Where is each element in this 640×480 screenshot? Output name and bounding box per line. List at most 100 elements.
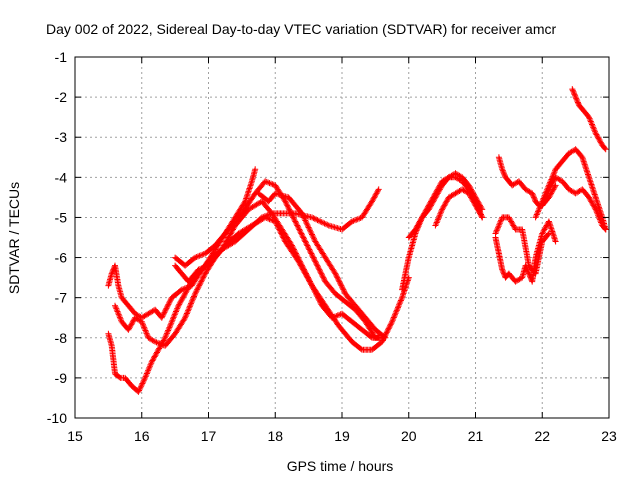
data-point (292, 250, 299, 257)
data-point (171, 311, 178, 318)
data-point (434, 216, 441, 223)
data-point (290, 246, 297, 253)
data-point (311, 288, 318, 294)
data-point (288, 242, 295, 249)
data-point (296, 226, 303, 233)
data-point (160, 310, 167, 317)
data-point (322, 221, 329, 228)
data-point (315, 265, 322, 272)
data-point (397, 298, 404, 305)
data-point (161, 336, 168, 343)
data-point (140, 379, 147, 386)
series-s15 (539, 174, 609, 233)
y-tick-label: -6 (55, 250, 68, 266)
data-point (423, 206, 430, 213)
data-point (296, 258, 303, 265)
y-tick-label: -2 (55, 89, 68, 105)
data-point (162, 308, 169, 314)
data-point (587, 117, 594, 124)
data-point (529, 190, 536, 197)
data-point (337, 281, 344, 288)
data-point (303, 218, 309, 225)
data-point (311, 235, 317, 242)
data-point (392, 310, 399, 317)
data-point (311, 215, 318, 222)
series-s9 (432, 186, 486, 229)
data-point (164, 304, 171, 310)
data-point (436, 213, 443, 220)
data-point (318, 219, 325, 226)
data-point (290, 214, 297, 221)
data-point (433, 219, 440, 226)
data-point (298, 231, 305, 238)
data-point (316, 266, 323, 273)
data-point (137, 384, 144, 391)
data-point (145, 366, 152, 373)
data-point (196, 266, 203, 272)
data-point (288, 210, 295, 217)
data-point (309, 232, 316, 239)
data-point (305, 274, 311, 281)
data-point (161, 309, 168, 316)
data-point (183, 310, 190, 317)
data-point (436, 183, 443, 190)
data-point (551, 169, 558, 176)
data-point (282, 199, 289, 206)
data-point (569, 87, 576, 94)
data-point (140, 321, 146, 328)
data-point (290, 245, 297, 252)
data-point (158, 314, 165, 321)
data-point (336, 278, 343, 285)
data-point (319, 271, 325, 278)
y-tick-label: -9 (55, 370, 68, 386)
data-point (302, 269, 309, 276)
data-point (317, 218, 324, 225)
y-tick-label: -10 (47, 410, 67, 426)
data-point (129, 318, 136, 325)
data-point (589, 121, 595, 128)
data-point (291, 217, 298, 224)
data-point (300, 213, 307, 220)
y-tick-label: -4 (55, 169, 68, 185)
data-point (198, 278, 205, 285)
data-point (315, 217, 322, 224)
data-point (303, 241, 310, 248)
data-point (170, 315, 176, 322)
data-point (193, 288, 200, 294)
data-point (321, 220, 328, 227)
data-point (163, 305, 170, 312)
data-point (593, 207, 600, 214)
data-point (292, 219, 299, 226)
data-point (320, 274, 327, 281)
data-point (186, 303, 193, 310)
data-point (301, 267, 308, 274)
data-point (396, 301, 403, 308)
data-point (165, 326, 172, 332)
data-point (174, 304, 181, 311)
data-point (356, 215, 363, 222)
data-point (285, 205, 292, 212)
axis-ticks: 15 16 17 18 19 20 21 22 23 -10 -9 -8 -7 -6 -5 -4 -3 -2 -1 (47, 49, 617, 444)
data-point (545, 187, 552, 194)
data-point (290, 215, 297, 222)
data-point (375, 186, 382, 193)
data-point (141, 376, 148, 383)
data-point (289, 213, 296, 220)
data-point (263, 215, 270, 221)
x-tick-label: 18 (267, 428, 283, 444)
data-point (265, 215, 272, 222)
data-point (307, 280, 314, 286)
data-point (335, 275, 341, 282)
data-point (302, 238, 309, 245)
data-point (301, 237, 308, 244)
data-point (188, 299, 195, 306)
data-point (414, 222, 421, 229)
data-point (148, 358, 155, 365)
data-point (309, 282, 315, 289)
data-point (441, 202, 448, 209)
data-point (196, 281, 203, 288)
data-point (226, 233, 233, 240)
data-point (142, 373, 149, 380)
data-point (546, 185, 553, 191)
data-point (284, 203, 291, 210)
